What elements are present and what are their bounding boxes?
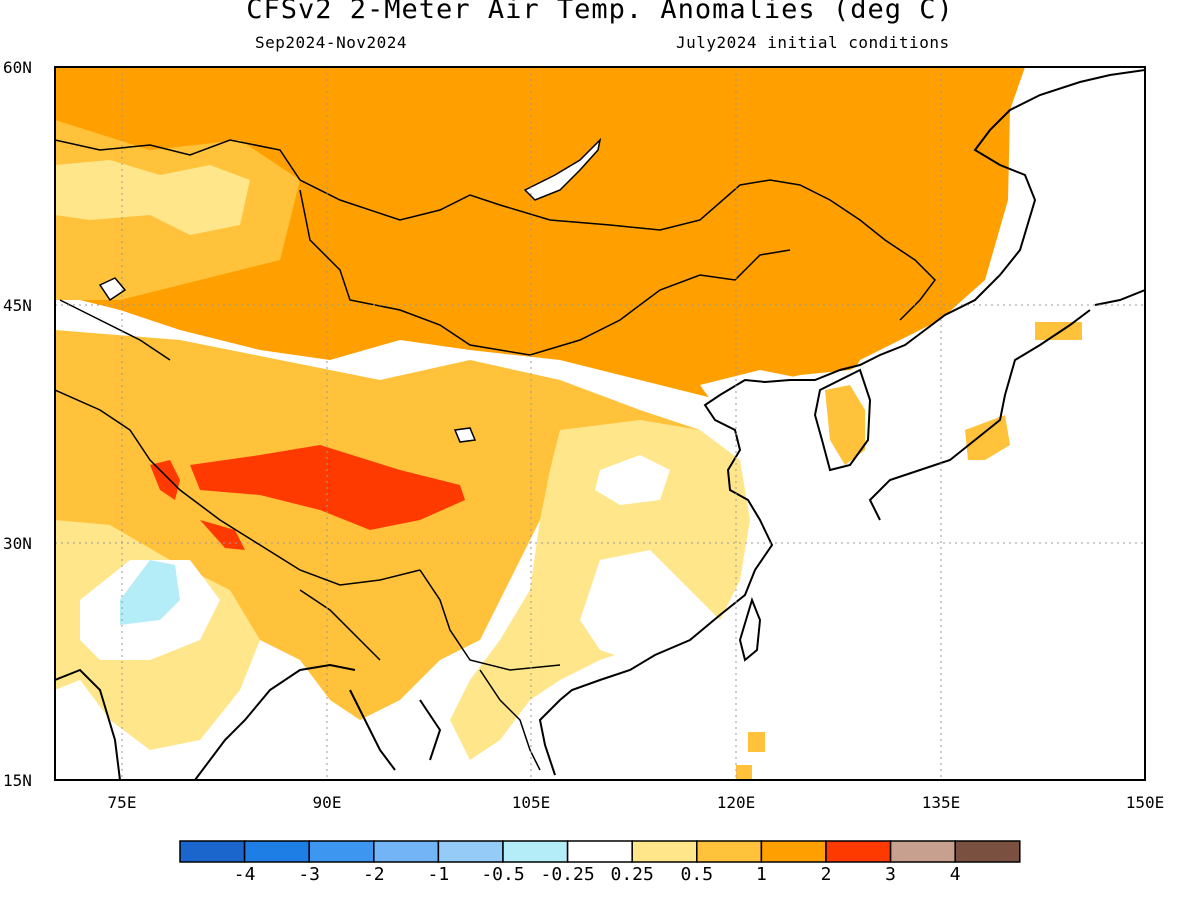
colorbar-label: 0.25 — [610, 864, 654, 885]
colorbar-swatch — [437, 840, 504, 863]
anomaly-region-himalaya-west — [150, 460, 180, 500]
initial-conditions-subtitle: July2024 initial conditions — [676, 33, 950, 52]
anomaly-region-northern-band — [55, 67, 1025, 400]
anomaly-region-arabian-coast — [55, 680, 130, 780]
colorbar-label: 1 — [755, 864, 767, 885]
lon-tick-label: 75E — [108, 793, 137, 812]
lakes — [98, 137, 602, 443]
colorbar-label: -0.5 — [481, 864, 525, 885]
colorbar-swatch — [696, 840, 763, 863]
lat-tick-label: 60N — [3, 58, 32, 77]
colorbar-swatch — [825, 840, 892, 863]
anomaly-region-korea — [825, 385, 865, 465]
colorbar-swatch — [308, 840, 375, 863]
anomaly-region-southeast-china — [580, 550, 720, 660]
coastlines — [55, 69, 1145, 780]
lat-tick-label: 15N — [3, 771, 32, 790]
anomaly-region-central-china — [595, 455, 670, 505]
axis-labels: 60N 45N 30N 15N 75E 90E 105E 120E 135E 1… — [3, 58, 1164, 812]
anomaly-region-hokkaido — [1035, 322, 1082, 340]
lat-tick-label: 45N — [3, 296, 32, 315]
colorbar-label: -1 — [427, 864, 450, 885]
colorbar — [179, 840, 1021, 863]
lon-tick-label: 150E — [1126, 793, 1165, 812]
colorbar-swatch — [631, 840, 698, 863]
anomaly-region-taiwan — [748, 732, 765, 752]
colorbar-label: 3 — [885, 864, 897, 885]
colorbar-label: -3 — [298, 864, 321, 885]
colorbar-swatch — [566, 840, 633, 863]
colorbar-swatch — [954, 840, 1021, 863]
colorbar-swatch — [502, 840, 569, 863]
colorbar-swatch — [760, 840, 827, 863]
map-title: CFSv2 2-Meter Air Temp. Anomalies (deg C… — [246, 0, 954, 25]
colorbar-swatch — [179, 840, 246, 863]
country-borders — [55, 139, 936, 771]
plot-frame — [54, 66, 1146, 781]
colorbar-label: -0.25 — [540, 864, 595, 885]
lon-tick-label: 120E — [717, 793, 756, 812]
colorbar-swatch — [243, 840, 310, 863]
gridlines — [55, 67, 1145, 780]
lon-tick-label: 90E — [313, 793, 342, 812]
colorbar-swatch — [373, 840, 440, 863]
anomaly-region-himalaya-east — [200, 520, 245, 550]
anomaly-region-hainan — [736, 765, 752, 780]
colorbar-label: 4 — [949, 864, 961, 885]
colorbar-swatch — [889, 840, 956, 863]
colorbar-label: -4 — [233, 864, 256, 885]
anomaly-region-pacific — [760, 67, 1145, 780]
lat-tick-label: 30N — [3, 534, 32, 553]
anomaly-fill — [55, 67, 1145, 780]
colorbar-label: 0.5 — [680, 864, 714, 885]
anomaly-region-kazakh-steppe — [55, 160, 250, 235]
lon-tick-label: 135E — [922, 793, 961, 812]
anomaly-region-india-cool — [120, 560, 180, 625]
colorbar-label: -2 — [362, 864, 385, 885]
anomaly-region-yellow-sea — [700, 370, 830, 470]
lon-tick-label: 105E — [512, 793, 551, 812]
colorbar-label: 2 — [820, 864, 832, 885]
season-subtitle: Sep2024-Nov2024 — [255, 33, 407, 52]
anomaly-region-japan — [965, 415, 1010, 460]
